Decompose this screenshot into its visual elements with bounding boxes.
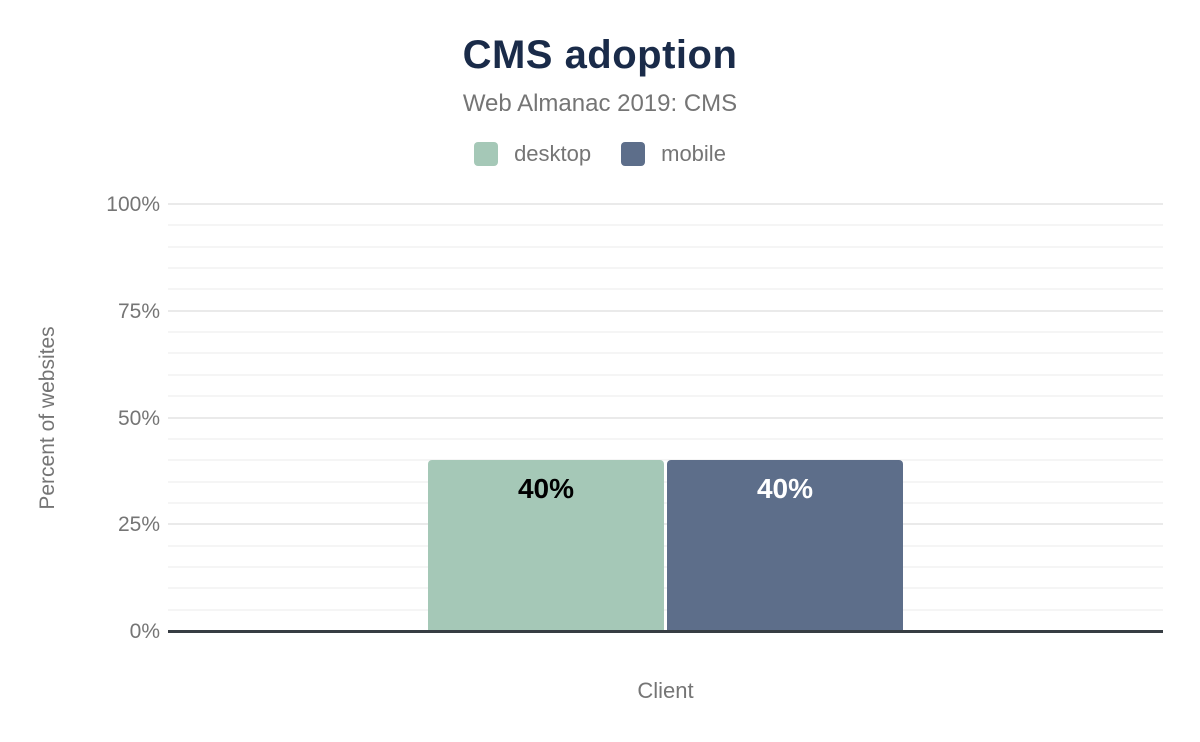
y-tick-label: 25%	[117, 513, 160, 537]
gridline-minor	[168, 608, 1163, 611]
y-axis-title: Percent of websites	[36, 326, 59, 510]
legend-item-mobile: mobile	[621, 141, 726, 167]
gridline-minor	[168, 288, 1163, 291]
bar-data-label-mobile: 40%	[756, 473, 814, 505]
gridline-minor	[168, 587, 1163, 590]
bar-desktop: 40%	[428, 460, 664, 631]
gridline-minor	[168, 224, 1163, 227]
gridline-minor	[168, 395, 1163, 398]
legend-swatch-desktop	[474, 142, 499, 166]
plot-area: 40% 40%	[168, 203, 1163, 631]
gridline-minor	[168, 352, 1163, 355]
gridline-minor	[168, 331, 1163, 334]
y-tick-label: 50%	[117, 406, 160, 430]
bar-mobile: 40%	[667, 460, 903, 631]
gridline-minor	[168, 437, 1163, 440]
y-tick-label: 75%	[117, 299, 160, 323]
y-tick-label: 0%	[129, 620, 160, 643]
chart-title: CMS adoption	[462, 33, 738, 77]
legend-swatch-mobile	[621, 142, 646, 166]
gridline-minor	[168, 501, 1163, 504]
legend-label: desktop	[514, 141, 592, 166]
gridline-major	[168, 309, 1163, 312]
bar-data-label-desktop: 40%	[517, 473, 575, 505]
legend: desktop mobile	[0, 141, 1200, 167]
y-tick-label: 100%	[106, 193, 160, 216]
gridline-minor	[168, 373, 1163, 376]
legend-item-desktop: desktop	[474, 141, 591, 167]
chart-subtitle: Web Almanac 2019: CMS	[462, 90, 738, 117]
gridline-major	[168, 523, 1163, 526]
legend-label: mobile	[661, 141, 726, 166]
x-axis-title: Client	[637, 678, 694, 703]
gridline-minor	[168, 267, 1163, 270]
gridline-minor	[168, 459, 1163, 462]
gridline-major	[168, 416, 1163, 419]
x-axis-line	[168, 630, 1163, 633]
gridline-major	[168, 203, 1163, 205]
gridline-minor	[168, 245, 1163, 248]
y-axis-ticks: 100% 75% 50% 25% 0%	[0, 0, 160, 742]
gridline-minor	[168, 480, 1163, 483]
gridline-minor	[168, 565, 1163, 568]
gridline-minor	[168, 544, 1163, 547]
